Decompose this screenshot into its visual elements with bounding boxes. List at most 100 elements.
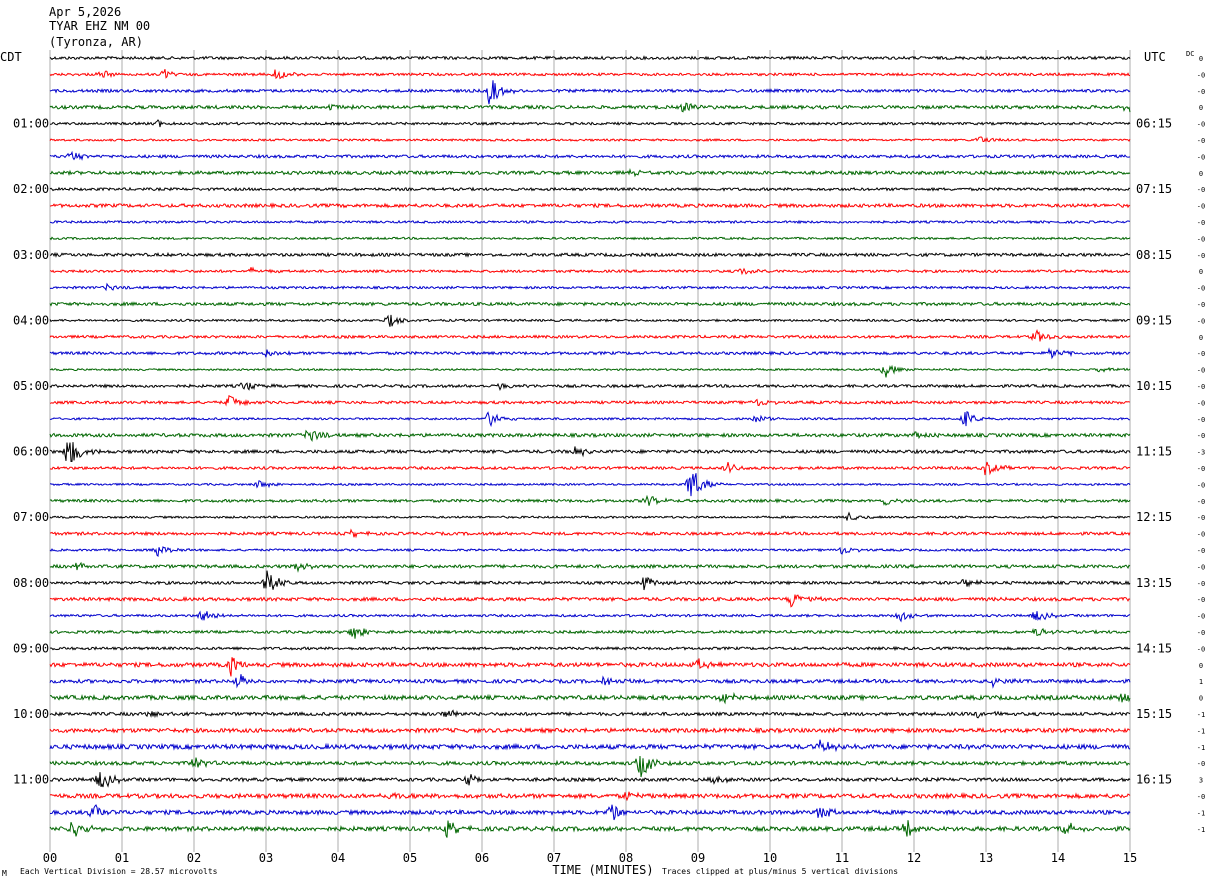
dc-value: -0 [1197, 531, 1205, 539]
dc-value: -0 [1197, 563, 1205, 571]
trace-line [49, 528, 1131, 539]
dc-value: 0 [1199, 334, 1203, 342]
right-time-label: 07:15 [1136, 182, 1172, 196]
right-timezone-label: UTC [1144, 50, 1166, 64]
dc-value: 0 [1199, 662, 1203, 670]
dc-value: -0 [1197, 367, 1205, 375]
trace-line [49, 411, 1130, 428]
x-tick-label: 13 [979, 851, 993, 865]
scale-note: Each Vertical Division = 28.57 microvolt… [20, 867, 218, 876]
x-tick-label: 07 [547, 851, 561, 865]
dc-value: -0 [1197, 317, 1205, 325]
right-time-label: 12:15 [1136, 510, 1172, 524]
trace-line [49, 69, 1130, 80]
dc-value: -1 [1197, 744, 1205, 752]
x-tick-label: 08 [619, 851, 633, 865]
x-tick-label: 01 [115, 851, 129, 865]
right-time-label: 16:15 [1136, 773, 1172, 787]
trace-line [49, 494, 1131, 506]
dc-value: 3 [1199, 777, 1203, 785]
trace-line [49, 202, 1131, 210]
dc-value: -0 [1197, 121, 1205, 129]
trace-line [49, 236, 1131, 241]
trace-line [49, 119, 1131, 128]
dc-values: 0 -0 -0 0 -0 -0 -0 0 -0 -0 -0 -0 -0 0 -0 -0 -0 0 -0 -0 -0 -0 -… [1197, 55, 1205, 834]
right-time-label: 13:15 [1136, 576, 1172, 590]
trace-line [49, 657, 1131, 677]
dc-value: -0 [1197, 432, 1205, 440]
x-tick-label: 02 [187, 851, 201, 865]
dc-value: 0 [1199, 104, 1203, 112]
x-tick-label: 10 [763, 851, 777, 865]
left-time-label: 02:00 [13, 182, 49, 196]
dc-value: 0 [1199, 695, 1203, 703]
trace-line [49, 546, 1131, 557]
trace-line [49, 610, 1131, 623]
trace-line [49, 395, 1131, 407]
dc-value: -0 [1197, 498, 1205, 506]
trace-line [49, 251, 1131, 258]
dc-value: -0 [1197, 629, 1205, 637]
trace-line [49, 150, 1131, 161]
dc-value: -0 [1197, 793, 1205, 801]
trace-line [49, 102, 1131, 113]
trace-line [49, 186, 1131, 192]
x-tick-label: 14 [1051, 851, 1065, 865]
trace-line [49, 219, 1131, 225]
trace-line [49, 328, 1131, 342]
trace-line [49, 461, 1131, 476]
dc-value: -0 [1197, 547, 1205, 555]
left-time-label: 08:00 [13, 576, 49, 590]
left-timezone-label: CDT [0, 50, 22, 64]
left-time-label: 01:00 [13, 117, 49, 131]
right-time-label: 11:15 [1136, 445, 1172, 459]
right-time-label: 14:15 [1136, 641, 1172, 655]
clip-note: Traces clipped at plus/minus 5 vertical … [662, 867, 898, 876]
trace-line [49, 282, 1131, 292]
trace-line [49, 804, 1131, 821]
trace-line [49, 570, 1131, 591]
dc-value: -0 [1197, 760, 1205, 768]
dc-value: -0 [1197, 285, 1205, 293]
dc-column-label: DC [1186, 50, 1194, 58]
dc-value: -0 [1197, 235, 1205, 243]
dc-value: -0 [1197, 596, 1205, 604]
dc-value: -0 [1197, 137, 1205, 145]
left-time-label: 03:00 [13, 248, 49, 262]
dc-value: -0 [1197, 186, 1205, 194]
trace-line [49, 511, 1131, 521]
dc-value: 0 [1199, 170, 1203, 178]
left-time-label: 07:00 [13, 510, 49, 524]
trace-line [49, 364, 1131, 378]
dc-value: 1 [1199, 678, 1203, 686]
dc-value: -1 [1197, 826, 1205, 834]
left-time-labels: 01:00 02:00 03:00 04:00 05:00 06:00 07:00 08:00… [13, 117, 49, 787]
trace-line [49, 772, 1131, 788]
dc-value: -0 [1197, 350, 1205, 358]
header-station: TYAR EHZ NM 00 [49, 19, 150, 33]
dc-value: -1 [1197, 727, 1205, 735]
trace-line [49, 691, 1131, 705]
dc-value: -0 [1197, 153, 1205, 161]
left-time-label: 11:00 [13, 773, 49, 787]
trace-line [49, 627, 1131, 639]
x-tick-label: 15 [1123, 851, 1137, 865]
trace-line [49, 709, 1131, 719]
header-location: (Tyronza, AR) [49, 35, 143, 49]
trace-line [49, 266, 1131, 276]
trace-line [49, 726, 1131, 735]
dc-value: 0 [1199, 55, 1203, 63]
trace-line [49, 168, 1131, 178]
trace-line [49, 739, 1131, 753]
trace-line [49, 382, 1131, 391]
right-time-label: 15:15 [1136, 707, 1172, 721]
dc-value: 0 [1199, 268, 1203, 276]
dc-value: -0 [1197, 88, 1205, 96]
right-time-labels: 06:15 07:15 08:15 09:15 10:15 11:15 12:15 13:15… [1136, 117, 1172, 787]
dc-value: -0 [1197, 514, 1205, 522]
right-time-label: 08:15 [1136, 248, 1172, 262]
x-tick-label: 11 [835, 851, 849, 865]
trace-line [49, 347, 1131, 360]
dc-value: -0 [1197, 580, 1205, 588]
dc-value: -1 [1197, 809, 1205, 817]
